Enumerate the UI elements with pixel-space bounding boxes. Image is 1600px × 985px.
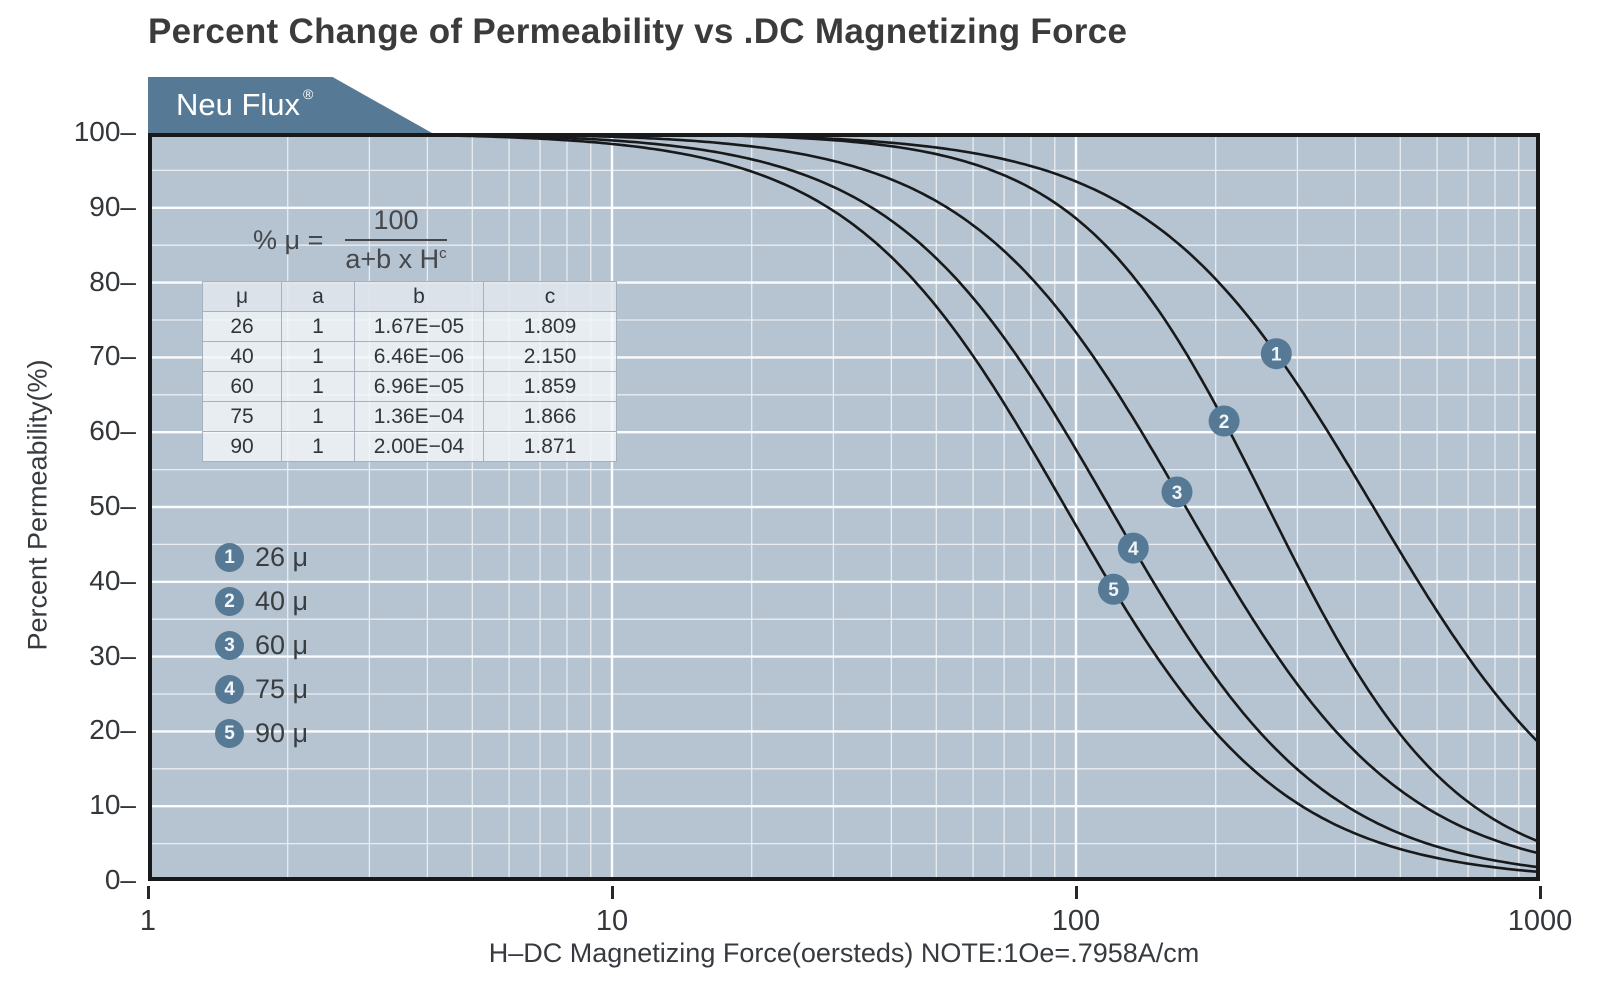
table-cell: 6.96E−05 (354, 371, 484, 402)
table-row: 26 1 1.67E−05 1.809 (202, 311, 617, 342)
x-axis-title: H–DC Magnetizing Force(oersteds) NOTE:1O… (488, 938, 1200, 968)
y-axis-ticks: 100– 90– 80– 70– 60– 50– 40– 30– 20– 10– 0– (0, 116, 140, 895)
table-cell: 75 (202, 401, 282, 432)
legend-item-number: 2 (215, 587, 244, 616)
table-row: 90 1 2.00E−04 1.871 (202, 431, 617, 462)
plot-border (148, 133, 1540, 881)
curve-marker-number: 1 (1271, 345, 1282, 366)
table-cell: 2.00E−04 (354, 431, 484, 462)
formula-lhs: % μ = (253, 224, 324, 255)
x-tick-label: 1 (139, 905, 157, 937)
legend-item-label: 90 μ (255, 718, 309, 748)
curve-marker (1260, 338, 1292, 370)
curve-marker (1117, 532, 1149, 564)
table-cell: 90 (202, 431, 282, 462)
legend-item: 5 90 μ (215, 718, 308, 749)
table-cell: 1 (281, 371, 355, 402)
x-axis-ticks: 1 10 100 1000 (0, 881, 1600, 951)
curve-marker-number: 2 (1219, 412, 1230, 433)
x-tick-mark (610, 886, 614, 899)
legend-item-label: 60 μ (255, 630, 309, 660)
table-cell: 1 (281, 311, 355, 342)
legend-item: 3 60 μ (215, 630, 308, 661)
grid-major-lines (148, 133, 1540, 881)
table-cell: 1 (281, 401, 355, 432)
formula: % μ = 100 a+b x Hc (253, 205, 447, 275)
formula-exponent: c (439, 245, 447, 262)
table-cell: 1.871 (483, 431, 617, 462)
legend-item-number: 5 (215, 719, 244, 748)
table-cell: 60 (202, 371, 282, 402)
x-tick-label: 1000 (1507, 905, 1573, 937)
legend-item-label: 75 μ (255, 674, 309, 704)
table-cell: 1.859 (483, 371, 617, 402)
y-axis-title: Percent Permeability(%) (22, 359, 53, 651)
table-cell: 1.809 (483, 311, 617, 342)
legend-item: 4 75 μ (215, 674, 308, 705)
curve-marker-number: 4 (1128, 539, 1139, 560)
curve-marker (1208, 405, 1240, 437)
y-tick-label: 50– (89, 490, 136, 521)
table-cell: 1.36E−04 (354, 401, 484, 432)
parameter-table-body: 26 1 1.67E−05 1.809 40 1 6.46E−06 2.150 60 1 6.96E… (202, 311, 617, 462)
y-tick-label: 100– (73, 116, 136, 147)
table-cell: 1 (281, 341, 355, 372)
table-header-cell: μ (202, 281, 282, 312)
y-tick-label: 60– (89, 415, 136, 447)
formula-denominator: a+b x Hc (345, 244, 447, 274)
y-tick-label: 0– (104, 864, 136, 895)
curve-marker-number: 5 (1108, 580, 1119, 601)
curve-marker-number: 3 (1172, 483, 1183, 504)
table-header-cell: a (281, 281, 355, 312)
legend-item: 2 40 μ (215, 586, 308, 617)
table-cell: 6.46E−06 (354, 341, 484, 372)
x-tick-label: 100 (1051, 905, 1101, 937)
table-header-cell: c (483, 281, 617, 312)
y-tick-label: 40– (89, 564, 136, 596)
legend: 1 26 μ 2 40 μ 3 60 μ 4 75 μ 5 90 μ (215, 542, 308, 749)
curve-marker (1161, 476, 1193, 508)
legend-item-label: 40 μ (255, 586, 309, 616)
legend-item-number: 3 (215, 631, 244, 660)
y-tick-label: 90– (89, 190, 136, 222)
curve-marker (1098, 573, 1129, 605)
table-cell: 1.67E−05 (354, 311, 484, 342)
legend-item-label: 26 μ (255, 542, 309, 572)
brand-name: Neu Flux (176, 87, 301, 122)
x-tick-mark (146, 886, 150, 899)
registered-mark: ® (303, 86, 314, 102)
chart-title: Percent Change of Permeability vs .DC Ma… (148, 12, 1128, 51)
table-cell: 1.866 (483, 401, 617, 432)
table-cell: 1 (281, 431, 355, 462)
table-cell: 40 (202, 341, 282, 372)
y-tick-label: 20– (89, 714, 136, 746)
formula-numerator: 100 (373, 205, 419, 235)
table-cell: 2.150 (483, 341, 617, 372)
y-tick-label: 80– (89, 265, 136, 297)
table-row: 60 1 6.96E−05 1.859 (202, 371, 617, 402)
fraction-bar (345, 239, 447, 241)
x-tick-label: 10 (595, 905, 629, 937)
y-tick-label: 70– (89, 340, 136, 372)
table-row: 75 1 1.36E−04 1.866 (202, 401, 617, 432)
x-tick-mark (1538, 886, 1542, 899)
table-cell: 26 (202, 311, 282, 342)
legend-item: 1 26 μ (215, 542, 308, 573)
y-tick-label: 30– (89, 639, 136, 671)
brand-badge: Neu Flux ® (148, 77, 432, 133)
x-tick-mark (1074, 886, 1078, 899)
legend-item-number: 4 (215, 675, 244, 704)
table-row: 40 1 6.46E−06 2.150 (202, 341, 617, 372)
legend-item-number: 1 (215, 543, 244, 572)
formula-fraction: 100 a+b x Hc (345, 205, 447, 275)
table-header-cell: b (354, 281, 484, 312)
y-tick-label: 10– (89, 789, 136, 821)
